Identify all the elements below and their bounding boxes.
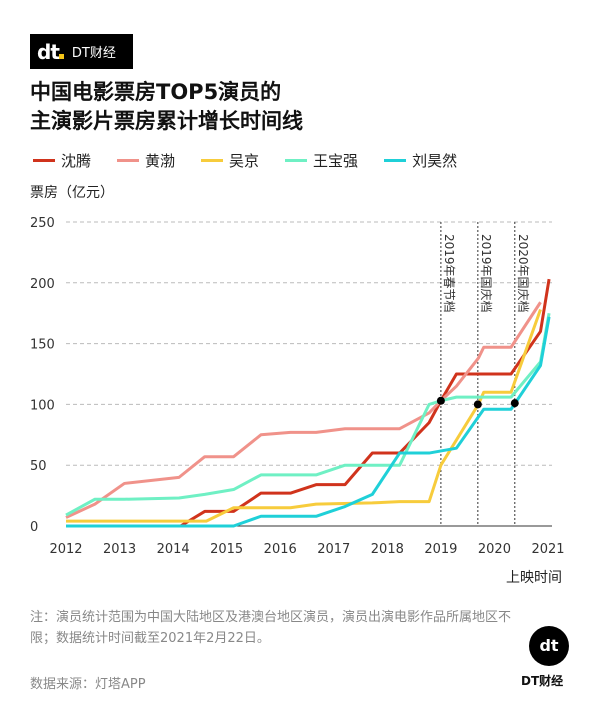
legend-label: 黄渤 xyxy=(145,152,176,170)
title-line-2: 主演影片票房累计增长时间线 xyxy=(30,109,303,133)
legend-item: 吴京 xyxy=(201,150,259,171)
legend: 沈腾 黄渤 吴京 王宝强 刘昊然 xyxy=(33,150,483,171)
series-line-沈腾 xyxy=(66,278,551,528)
legend-item: 王宝强 xyxy=(285,150,358,171)
event-label: 2019年国庆档 xyxy=(479,234,493,313)
x-tick-label: 2021 xyxy=(531,542,564,557)
legend-swatch xyxy=(384,159,407,162)
legend-label: 吴京 xyxy=(229,152,260,170)
y-tick-label: 100 xyxy=(30,398,55,413)
x-tick-label: 2013 xyxy=(103,542,136,557)
legend-swatch xyxy=(33,159,55,162)
legend-label: 沈腾 xyxy=(61,152,92,170)
x-tick-label: 2019 xyxy=(424,542,457,557)
y-tick-label: 250 xyxy=(30,216,55,231)
series-line-王宝强 xyxy=(65,312,551,517)
legend-item: 沈腾 xyxy=(33,150,91,171)
legend-label: 王宝强 xyxy=(313,152,359,170)
x-tick-label: 2012 xyxy=(49,542,82,557)
legend-swatch xyxy=(201,159,224,162)
legend-item: 刘昊然 xyxy=(384,150,457,171)
x-axis-label: 上映时间 xyxy=(506,570,562,586)
title-line-1: 中国电影票房TOP5演员的 xyxy=(30,80,282,104)
dt-logo-icon: dt xyxy=(37,40,64,64)
legend-label: 刘昊然 xyxy=(412,152,458,170)
series-line-黄渤 xyxy=(65,301,542,519)
x-tick-label: 2018 xyxy=(371,542,404,557)
y-tick-label: 50 xyxy=(30,459,47,474)
y-tick-label: 150 xyxy=(30,338,55,353)
event-label: 2020年国庆档 xyxy=(516,234,530,313)
legend-item: 黄渤 xyxy=(117,150,175,171)
brand-logo: dt DT财经 xyxy=(30,34,133,69)
y-tick-label: 0 xyxy=(30,520,38,535)
series-line-刘昊然 xyxy=(66,316,551,528)
legend-swatch xyxy=(117,159,140,162)
x-tick-label: 2014 xyxy=(157,542,190,557)
data-source: 数据来源：灯塔APP xyxy=(30,677,146,692)
y-axis-label: 票房（亿元） xyxy=(30,185,114,201)
event-label: 2019年春节档 xyxy=(442,234,456,313)
dt-badge-icon: dt xyxy=(529,626,569,666)
badge-text: DT财经 xyxy=(521,674,564,688)
legend-swatch xyxy=(285,159,308,162)
x-tick-label: 2020 xyxy=(478,542,511,557)
event-dot xyxy=(436,396,445,405)
x-tick-label: 2017 xyxy=(317,542,350,557)
x-tick-label: 2015 xyxy=(210,542,243,557)
chart-title: 中国电影票房TOP5演员的 主演影片票房累计增长时间线 xyxy=(30,78,303,136)
y-tick-label: 200 xyxy=(30,277,55,292)
series-line-吴京 xyxy=(66,309,542,523)
brand-name: DT财经 xyxy=(71,46,116,61)
footnote: 注：演员统计范围为中国大陆地区及港澳台地区演员，演员出演电影作品所属地区不限；数… xyxy=(30,610,512,646)
event-dot xyxy=(510,399,519,408)
x-tick-label: 2016 xyxy=(264,542,297,557)
event-dot xyxy=(473,400,482,409)
